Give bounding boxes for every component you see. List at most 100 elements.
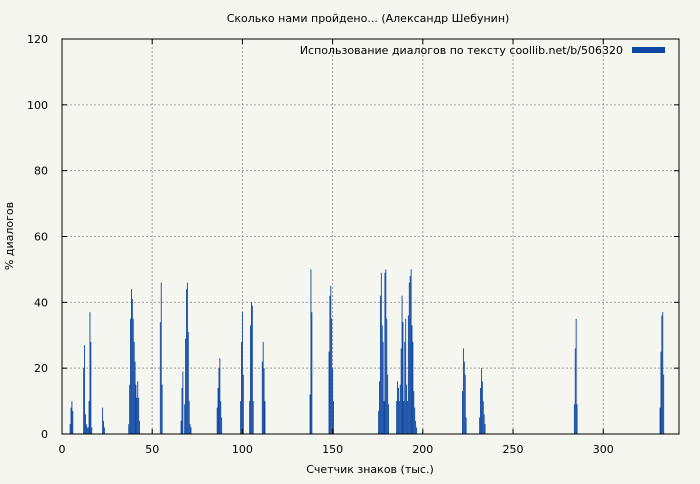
bar — [411, 325, 413, 434]
bar — [384, 272, 386, 434]
bar — [330, 285, 332, 434]
x-tick-label: 200 — [412, 443, 433, 456]
bar — [217, 387, 219, 434]
bar — [131, 299, 133, 434]
bar — [139, 420, 141, 434]
bar — [400, 348, 402, 434]
bar — [383, 401, 385, 434]
bar — [249, 401, 251, 434]
bar — [465, 417, 467, 434]
x-axis-label: Счетчик знаков (тыс.) — [306, 463, 434, 476]
bar — [216, 407, 218, 434]
bar — [180, 420, 182, 434]
bar — [378, 410, 380, 434]
bar — [250, 325, 251, 434]
y-tick-label: 0 — [41, 428, 48, 441]
bar — [380, 272, 382, 434]
x-tick-label: 300 — [593, 443, 614, 456]
bar — [573, 404, 575, 434]
bar — [186, 282, 188, 434]
x-tick-label: 0 — [59, 443, 66, 456]
y-tick-label: 100 — [27, 99, 48, 112]
bar — [661, 315, 663, 434]
x-tick-label: 50 — [145, 443, 159, 456]
bar — [331, 318, 333, 434]
bar — [399, 384, 401, 434]
bar — [136, 397, 138, 434]
bar — [310, 269, 312, 434]
bar — [251, 305, 253, 434]
bar — [484, 424, 486, 434]
bar — [481, 368, 482, 434]
bar — [252, 401, 254, 434]
bar — [660, 351, 662, 434]
y-axis-label: % диалогов — [3, 202, 16, 270]
bar — [188, 401, 190, 434]
bar — [479, 417, 481, 434]
bar — [84, 345, 86, 434]
bar — [91, 427, 93, 434]
bar — [311, 312, 313, 434]
bar — [85, 414, 86, 434]
bar — [261, 361, 263, 434]
bar — [69, 424, 71, 434]
bar — [481, 381, 483, 434]
bar — [161, 384, 163, 434]
bar — [135, 384, 137, 434]
bar — [189, 424, 191, 434]
legend-label: Использование диалогов по тексту coollib… — [300, 44, 623, 57]
axis-ticks: 0 20 40 60 80 100 120 0 50 100 150 200 250 300 — [27, 33, 679, 456]
bar — [262, 341, 264, 434]
bar — [242, 374, 244, 434]
bar — [90, 341, 92, 434]
x-tick-label: 100 — [232, 443, 253, 456]
bar — [87, 427, 89, 434]
bar — [412, 341, 414, 434]
bar — [396, 401, 398, 434]
bars — [69, 269, 665, 434]
bar — [332, 368, 334, 434]
bar — [185, 338, 187, 434]
bar — [240, 401, 242, 434]
y-tick-label: 80 — [34, 165, 48, 178]
bar — [663, 374, 665, 434]
bar — [186, 289, 187, 434]
bar — [250, 302, 252, 434]
y-tick-label: 20 — [34, 362, 48, 375]
bar — [414, 407, 416, 434]
bar — [463, 361, 465, 434]
bar — [416, 427, 417, 434]
bar — [413, 391, 415, 434]
bar — [132, 318, 134, 434]
bar — [387, 374, 389, 434]
bar — [159, 322, 161, 434]
bar — [575, 318, 577, 434]
y-tick-label: 60 — [34, 231, 48, 244]
bar — [190, 427, 192, 434]
y-tick-label: 40 — [34, 296, 48, 309]
x-tick-label: 250 — [503, 443, 524, 456]
bar — [184, 404, 186, 434]
bar — [102, 407, 104, 434]
bar — [138, 397, 140, 434]
bar — [182, 371, 184, 434]
bar — [480, 387, 481, 434]
bar — [385, 269, 387, 434]
bar — [415, 420, 417, 434]
bar — [462, 348, 464, 434]
bar — [404, 341, 406, 434]
bar — [410, 269, 412, 434]
bar — [309, 394, 311, 434]
bar — [263, 368, 265, 434]
bar — [403, 401, 405, 434]
bar — [264, 401, 266, 434]
bar — [401, 295, 403, 434]
bar — [130, 318, 132, 434]
bar — [407, 401, 408, 434]
bar — [409, 276, 411, 434]
bar — [103, 420, 104, 434]
legend-swatch — [632, 47, 665, 53]
bar — [483, 414, 485, 434]
bar — [402, 322, 404, 434]
